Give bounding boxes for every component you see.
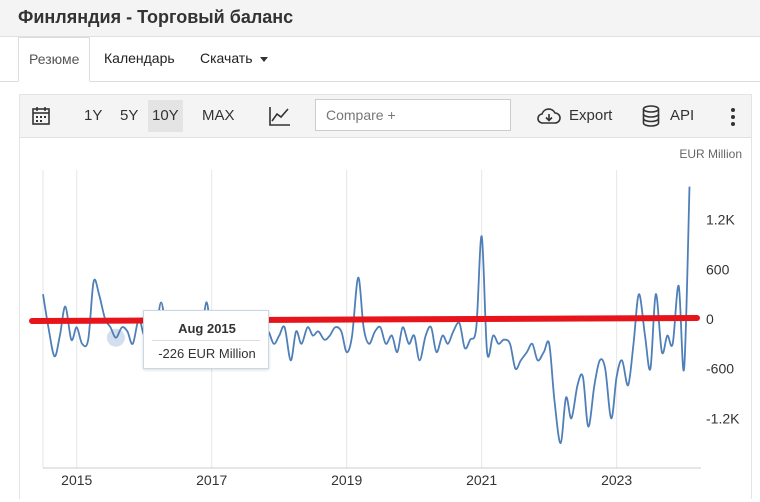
x-tick-label: 2019: [331, 472, 362, 488]
x-tick-label: 2021: [466, 472, 497, 488]
tab-download-label: Скачать: [200, 50, 253, 66]
y-tick-label: 1.2K: [706, 212, 735, 228]
tab-download[interactable]: Скачать: [190, 37, 278, 80]
vertical-dots-icon[interactable]: [727, 107, 739, 127]
compare-input[interactable]: [315, 99, 511, 131]
x-tick-label: 2015: [61, 472, 92, 488]
tab-bar: Резюме Календарь Скачать: [0, 37, 760, 82]
y-tick-label: 600: [706, 261, 730, 277]
highlight-point: [106, 328, 125, 347]
caret-down-icon: [259, 56, 268, 62]
range-5y-button[interactable]: 5Y: [120, 107, 139, 124]
range-max-button[interactable]: MAX: [202, 107, 235, 124]
chart-tooltip: Aug 2015 -226 EUR Million: [143, 310, 269, 369]
cloud-download-icon[interactable]: [537, 107, 561, 125]
zero-marker-line: [29, 315, 700, 324]
x-tick-label: 2023: [601, 472, 632, 488]
tooltip-value: -226 EUR Million: [158, 346, 256, 361]
x-tick-label: 2017: [196, 472, 227, 488]
y-tick-label: -600: [706, 361, 734, 377]
page-title: Финляндия - Торговый баланс: [18, 7, 294, 27]
tab-calendar[interactable]: Календарь: [104, 50, 175, 66]
range-1y-button[interactable]: 1Y: [84, 107, 103, 124]
database-icon[interactable]: [642, 105, 660, 127]
tooltip-date: Aug 2015: [178, 321, 236, 336]
range-10y-button[interactable]: 10Y: [148, 100, 183, 132]
chart-panel: 1Y 5Y 10Y MAX Export API EUR Million: [19, 94, 752, 499]
chart-toolbar: 1Y 5Y 10Y MAX Export API: [20, 95, 751, 138]
tooltip-divider: [152, 340, 260, 341]
title-bar: Финляндия - Торговый баланс: [0, 0, 760, 37]
trade-balance-series-line: [42, 186, 691, 445]
export-button[interactable]: Export: [569, 107, 613, 124]
y-tick-label: 0: [706, 311, 714, 327]
tab-summary[interactable]: Резюме: [18, 37, 91, 82]
unit-label: EUR Million: [679, 147, 742, 161]
api-button[interactable]: API: [670, 107, 695, 124]
line-chart-icon[interactable]: [269, 106, 291, 126]
y-tick-label: -1.2K: [706, 410, 740, 426]
calendar-icon[interactable]: [32, 107, 50, 125]
